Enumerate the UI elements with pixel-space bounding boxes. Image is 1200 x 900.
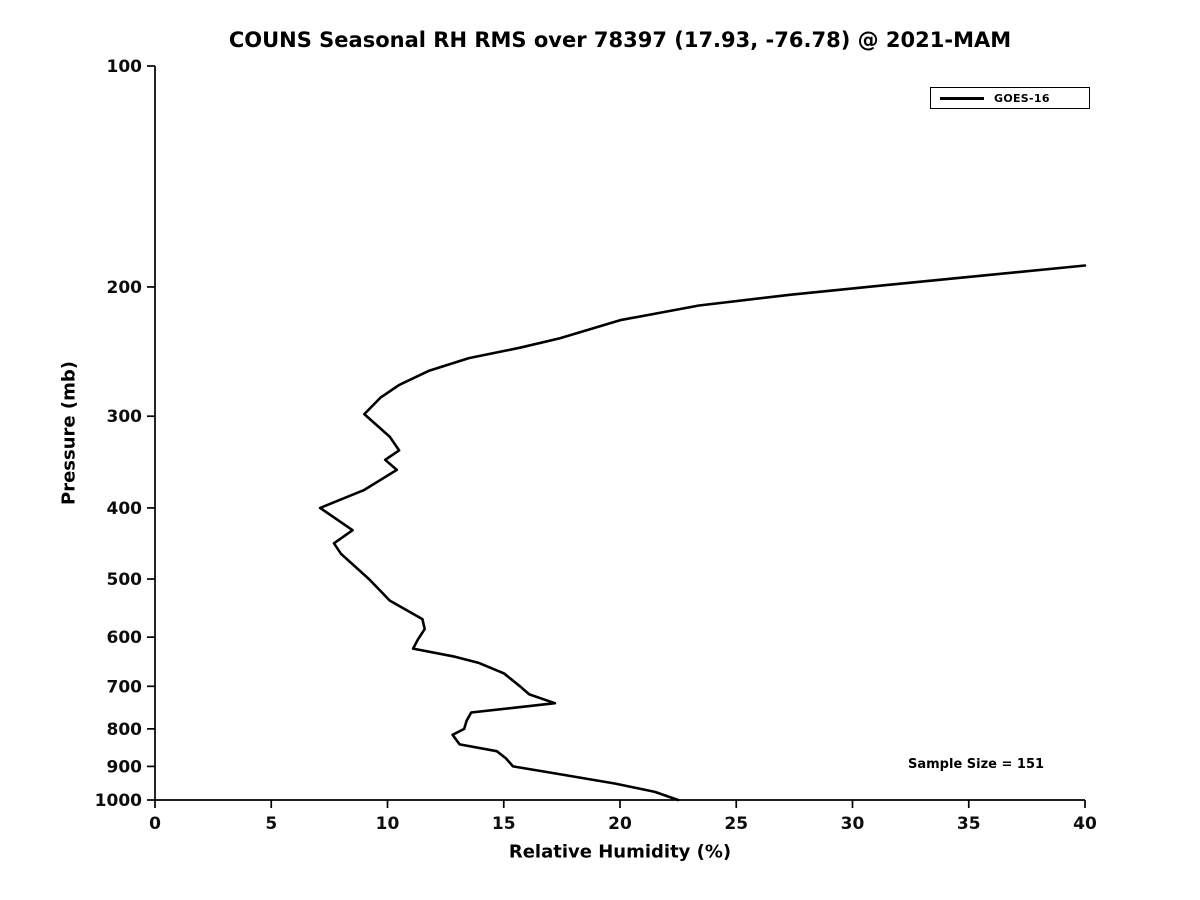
y-tick-label: 1000: [95, 791, 142, 811]
y-tick-label: 700: [107, 677, 143, 697]
y-tick-label: 600: [107, 628, 143, 648]
x-tick-label: 35: [957, 814, 981, 834]
x-tick-label: 10: [376, 814, 400, 834]
y-tick-label: 300: [107, 407, 143, 427]
y-tick-label: 500: [107, 570, 143, 590]
x-tick-label: 25: [724, 814, 748, 834]
x-axis-label: Relative Humidity (%): [508, 841, 732, 863]
x-tick-label: 5: [265, 814, 277, 834]
x-tick-label: 0: [149, 814, 161, 834]
y-tick-label: 900: [107, 757, 143, 777]
sample-size-annotation: Sample Size = 151: [908, 757, 1045, 772]
x-tick-label: 15: [492, 814, 516, 834]
x-tick-label: 30: [841, 814, 865, 834]
y-tick-label: 800: [107, 720, 143, 740]
series-line-goes-16: [318, 264, 1087, 802]
legend: GOES-16: [930, 87, 1090, 109]
y-tick-label: 400: [107, 499, 143, 519]
legend-line-sample: [940, 96, 984, 100]
legend-label: GOES-16: [994, 91, 1050, 105]
y-tick-label: 200: [107, 278, 143, 298]
axis-lines: [154, 66, 1085, 801]
chart-title: COUNS Seasonal RH RMS over 78397 (17.93,…: [228, 28, 1012, 52]
x-tick-label: 20: [608, 814, 632, 834]
y-tick-label: 100: [107, 57, 143, 77]
x-tick-label: 40: [1073, 814, 1097, 834]
